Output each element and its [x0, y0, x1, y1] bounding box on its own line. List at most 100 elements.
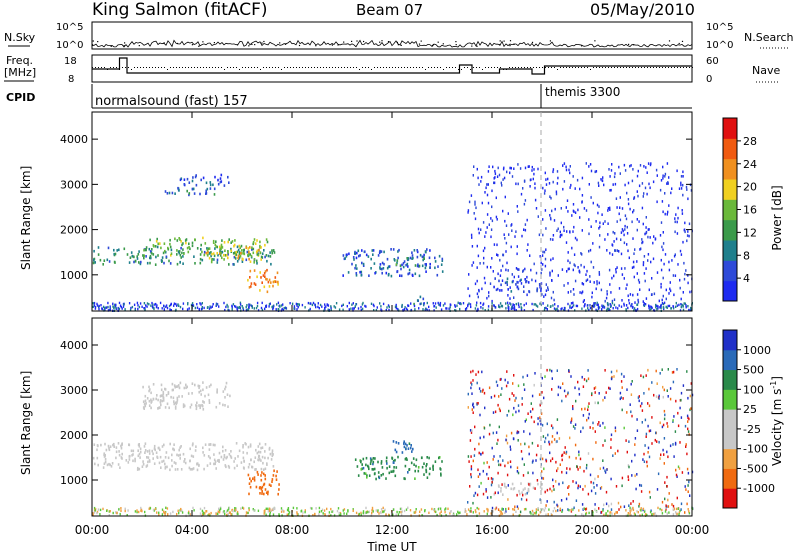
power-cell [557, 227, 559, 231]
velocity-cell [537, 482, 539, 486]
velocity-cell [408, 468, 411, 471]
velocity-cell [151, 449, 153, 453]
power-cell [559, 235, 561, 239]
power-cell [233, 244, 235, 248]
velocity-cell [659, 372, 661, 375]
velocity-cell [540, 422, 542, 426]
power-cell [182, 302, 185, 305]
nave-point [242, 67, 243, 68]
power-cell [511, 273, 513, 276]
velocity-cell [658, 397, 660, 400]
power-cell [178, 251, 180, 255]
velocity-cell [256, 470, 259, 474]
power-cell [596, 280, 598, 283]
power-cell [152, 244, 155, 247]
power-cell [136, 255, 138, 258]
nave-point [686, 67, 687, 68]
velocity-cell [550, 424, 553, 427]
velocity-cell [165, 394, 168, 397]
power-cell [174, 192, 176, 195]
power-cell [257, 309, 260, 312]
power-cell [93, 258, 95, 262]
power-cell [620, 305, 623, 308]
power-cell [482, 302, 485, 305]
velocity-cell [482, 469, 484, 473]
velocity-cell [128, 458, 131, 461]
velocity-cell [583, 378, 586, 381]
power-cell [567, 302, 569, 306]
power-cell [231, 304, 233, 308]
power-cell [549, 274, 551, 277]
velocity-cell [510, 487, 512, 491]
velocity-cell [551, 388, 553, 391]
velocity-cell [424, 509, 426, 513]
velocity-cell [522, 488, 525, 492]
velocity-cell [521, 457, 524, 461]
power-cell [585, 273, 587, 276]
velocity-colorbar-swatch [723, 349, 737, 371]
power-cell [315, 305, 317, 309]
power-cell [205, 192, 208, 195]
noise-search-point [343, 41, 345, 43]
power-cell [570, 306, 573, 310]
velocity-cell [499, 455, 501, 458]
velocity-cell [477, 468, 479, 472]
power-cell [149, 250, 152, 253]
power-cell [136, 257, 139, 260]
velocity-cell [551, 457, 554, 460]
velocity-cell [602, 398, 604, 402]
power-cell [477, 295, 479, 299]
velocity-cell [642, 507, 645, 511]
power-cell [665, 297, 667, 301]
power-cell [494, 169, 496, 173]
velocity-cell [500, 487, 502, 490]
velocity-cell [254, 468, 257, 471]
power-cell [143, 256, 145, 260]
nave-point [377, 67, 378, 68]
power-cell [482, 249, 485, 253]
power-cell [96, 302, 98, 306]
velocity-cell [386, 462, 388, 465]
velocity-cell [282, 509, 284, 512]
velocity-cell [148, 389, 150, 393]
power-cell [360, 270, 363, 274]
velocity-cell [539, 403, 541, 407]
velocity-cell [113, 445, 115, 448]
power-cell [121, 307, 123, 310]
velocity-cell [523, 463, 525, 466]
velocity-cell [191, 443, 194, 447]
velocity-cell [395, 513, 397, 516]
velocity-cell [686, 370, 688, 373]
velocity-cell [142, 406, 145, 409]
velocity-cell [369, 462, 372, 465]
power-cell [562, 164, 564, 167]
power-cell [261, 252, 264, 255]
velocity-colorbar-tick-label: 25 [743, 403, 757, 416]
power-cell [98, 304, 100, 308]
velocity-cell [304, 510, 306, 514]
power-cell [499, 274, 502, 277]
power-cell [478, 288, 480, 292]
velocity-cell [100, 443, 102, 447]
power-cell [170, 248, 173, 252]
power-cell [146, 302, 149, 305]
power-cell [626, 225, 628, 229]
power-cell [680, 175, 683, 178]
velocity-cell [467, 455, 470, 458]
velocity-cell [515, 510, 517, 513]
nave-point [128, 67, 129, 68]
velocity-cell [548, 508, 550, 511]
velocity-cell [512, 413, 514, 417]
power-cell [637, 169, 639, 173]
velocity-cell [522, 493, 524, 497]
power-cell [676, 169, 678, 173]
velocity-cell [365, 463, 367, 467]
velocity-cell [661, 500, 664, 504]
power-cell [642, 240, 644, 244]
power-cell [260, 246, 262, 249]
power-cell [382, 267, 385, 270]
velocity-cell [660, 453, 662, 457]
power-cell [352, 256, 355, 259]
velocity-cell [250, 458, 252, 462]
